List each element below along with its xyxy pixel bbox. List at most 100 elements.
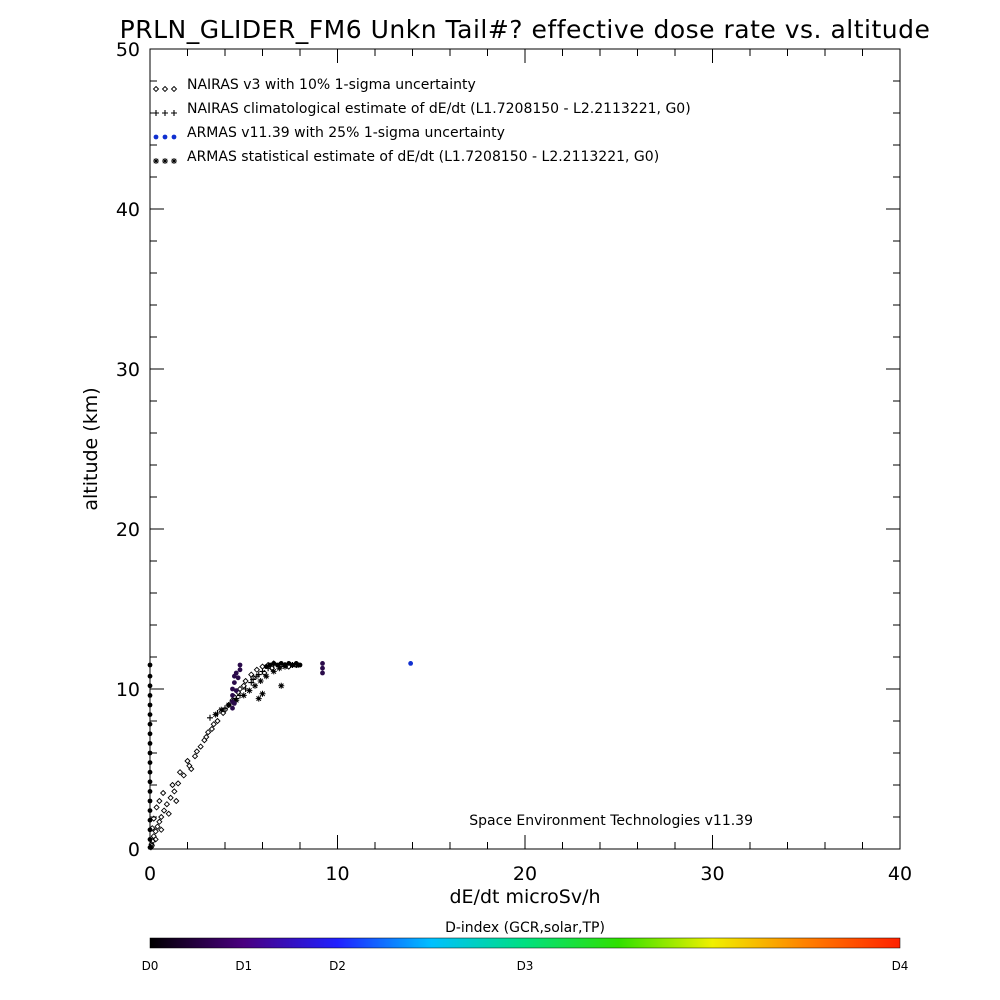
data-point-diamond [173, 797, 180, 805]
data-point-diamond [150, 833, 157, 840]
data-point-dot [275, 662, 280, 668]
data-point-diamond [152, 836, 159, 843]
data-point-asterisk [225, 702, 232, 708]
data-point-diamond [180, 772, 187, 779]
data-point-dot [147, 693, 153, 698]
data-point-diamond [242, 677, 249, 685]
x-tick-label: 10 [325, 863, 349, 885]
data-point-asterisk [252, 682, 258, 689]
data-point-diamond [197, 743, 204, 750]
data-point-dot [237, 662, 243, 668]
data-point-dot [147, 673, 153, 679]
legend-marker [171, 158, 177, 164]
y-tick-label: 30 [116, 359, 140, 381]
data-point-asterisk [259, 690, 266, 697]
y-tick-label: 10 [116, 679, 140, 701]
data-point-dot [231, 680, 237, 685]
data-point-diamond [156, 797, 163, 805]
data-point-dot [147, 712, 153, 717]
data-point-diamond [163, 801, 171, 808]
data-point-dot [237, 667, 243, 673]
data-point-dot [147, 817, 153, 823]
colorbar-tick-label: D1 [235, 959, 252, 973]
data-point-dot [263, 664, 269, 669]
data-point-diamond [165, 810, 172, 817]
x-tick-label: 0 [144, 863, 156, 885]
colorbar-tick-label: D3 [517, 959, 534, 973]
data-point-dot [230, 705, 235, 711]
data-point-dot [320, 665, 325, 671]
data-point-plus [250, 676, 257, 683]
data-point-plus [207, 714, 213, 721]
data-point-dot [230, 693, 235, 698]
data-point-dot [147, 662, 153, 668]
legend: NAIRAS v3 with 10% 1-sigma uncertainty NA… [152, 77, 691, 165]
legend-marker [152, 85, 160, 93]
data-point-asterisk [218, 706, 225, 713]
colorbar-tick-label: D4 [892, 959, 909, 973]
data-point-dot [147, 779, 153, 785]
x-tick-labels: 0 10 20 30 40 [144, 863, 912, 885]
data-point-diamond [150, 815, 157, 822]
x-tick-label: 30 [700, 863, 724, 885]
data-point-asterisk [212, 711, 219, 718]
data-point-diamond [248, 671, 255, 678]
y-tick-label: 40 [116, 199, 140, 221]
data-point-asterisk [257, 678, 264, 684]
colorbar-labels: D0 D1 D2 D3 D4 [142, 959, 909, 973]
colorbar-title: D-index (GCR,solar,TP) [445, 920, 605, 936]
data-point-diamond [154, 823, 161, 830]
data-point-diamond [193, 748, 201, 755]
data-point-dot [147, 845, 153, 850]
y-axis-label: altitude (km) [80, 387, 102, 510]
data-point-asterisk [276, 665, 283, 672]
data-point-diamond [158, 813, 165, 821]
legend-entry: NAIRAS v3 with 10% 1-sigma uncertainty [152, 77, 476, 93]
data-point-dot [147, 798, 153, 804]
legend-marker [161, 85, 169, 93]
y-tick-labels: 0 10 20 30 40 50 [116, 39, 140, 861]
data-point-diamond [167, 794, 174, 801]
data-point-diamond [152, 828, 159, 835]
data-point-diamond [171, 788, 178, 795]
data-point-diamond [160, 807, 168, 814]
data-point-dot [320, 670, 325, 676]
data-point-diamond [240, 682, 247, 689]
data-point-dot [147, 808, 153, 813]
data-point-diamond [253, 666, 261, 673]
legend-label: ARMAS v11.39 with 25% 1-sigma uncertaint… [187, 125, 505, 141]
credit-text: Space Environment Technologies v11.39 [469, 813, 753, 829]
legend-label: NAIRAS climatological estimate of dE/dt … [187, 101, 691, 117]
data-point-diamond [204, 729, 212, 736]
data-point-dot [290, 662, 295, 668]
legend-marker [170, 85, 178, 93]
data-point-dot [235, 675, 241, 681]
data-point-asterisk [263, 673, 270, 680]
axis-ticks [149, 48, 901, 850]
data-point-dot [233, 688, 239, 693]
data-point-diamond [174, 780, 182, 787]
data-point-dot [147, 789, 153, 794]
data-point-dot [233, 670, 239, 676]
data-point-diamond [201, 737, 208, 744]
data-point-dot [147, 750, 153, 756]
data-point-dot [147, 827, 153, 833]
data-point-diamond [184, 757, 191, 765]
legend-entry: NAIRAS climatological estimate of dE/dt … [153, 101, 691, 117]
legend-marker [162, 134, 168, 140]
data-point-diamond [169, 781, 176, 789]
plot-frame [149, 48, 901, 850]
data-point-dot [297, 662, 303, 668]
data-point-diamond [186, 762, 193, 769]
data-points [147, 660, 414, 851]
data-point-diamond [221, 706, 229, 713]
data-point-diamond [214, 717, 221, 725]
data-point-diamond [191, 753, 199, 760]
data-point-dot [147, 741, 153, 746]
data-point-diamond [210, 721, 217, 728]
data-point-dot [147, 769, 153, 775]
legend-marker [153, 134, 159, 140]
data-point-diamond [159, 789, 167, 797]
x-tick-label: 40 [888, 863, 912, 885]
x-axis-label: dE/dt microSv/h [449, 886, 600, 908]
